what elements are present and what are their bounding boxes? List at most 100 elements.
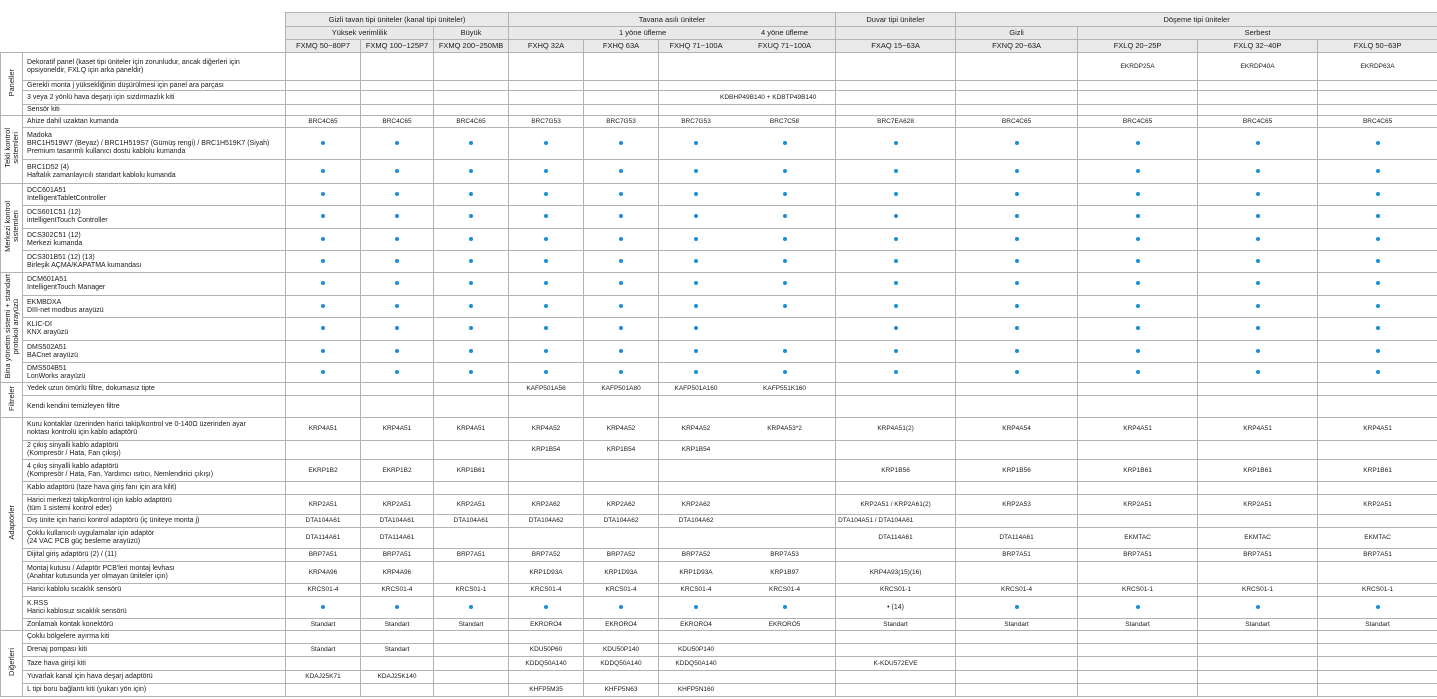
category-cell: Bina yönetim sistemi + standart protokol… [0,272,23,383]
value-cell [1197,362,1319,383]
availability-dot-icon [782,236,787,241]
table-row: Madoka BRC1H519W7 (Beyaz) / BRC1H519S7 (… [1,127,1437,160]
value-cell [1317,250,1437,273]
value-cell [835,382,957,396]
availability-dot-icon [395,214,399,219]
value-cell [508,127,585,160]
table-row: Çoklu kullanıcılı uygulamalar için adapt… [1,527,1437,549]
value-cell [432,295,510,318]
availability-dot-icon [1135,303,1140,308]
value-cell: Standart [360,643,434,657]
value-cell [658,395,734,418]
value-cell: EKRDP25A [1077,52,1199,81]
table-row: DMS504B51 LonWorks arayüzü [1,362,1437,383]
value-cell: KRP2A62 [658,494,734,515]
value-cell [360,395,434,418]
value-cell [733,514,837,528]
value-cell [508,272,585,296]
availability-dot-icon [893,369,898,374]
availability-dot-icon [1014,236,1019,241]
value-cell [733,362,837,383]
header-model: FXLQ 50~63P [1317,39,1437,53]
value-cell: DTA104A62 [508,514,585,528]
value-cell [432,596,510,619]
value-cell [583,228,660,251]
value-cell [1077,127,1199,160]
value-cell: KAFP551K160 [733,382,837,396]
value-cell [955,362,1079,383]
availability-dot-icon [1135,168,1140,173]
value-cell [1077,159,1199,184]
value-cell: KRP1D93A [508,561,585,584]
availability-dot-icon [893,326,898,331]
availability-dot-icon [1135,348,1140,353]
value-cell [285,440,361,460]
row-label: Sensör kiti [22,104,286,116]
value-cell: BRC4C65 [360,115,434,128]
value-cell: KRP4A51 [1197,417,1319,441]
availability-dot-icon [321,281,325,286]
value-cell: KRP4A52 [658,417,734,441]
row-label: BRC1D52 (4) Haftalık zamanlayıcılı stand… [22,159,286,184]
value-cell: BRC7EA628 [835,115,957,128]
header-subgroup: 1 yöne üfleme [508,26,734,40]
value-cell [733,440,837,460]
value-cell [285,340,361,363]
availability-dot-icon [893,236,898,241]
value-cell: BRP7A52 [508,548,585,562]
value-cell: KRP1D93A [658,561,734,584]
availability-dot-icon [395,303,399,308]
value-cell [955,481,1079,495]
value-cell: EKRDP63A [1317,52,1437,81]
availability-dot-icon [1375,168,1380,173]
value-cell [658,295,734,318]
availability-dot-with-footnote: • (14) [887,603,904,611]
value-cell [508,295,585,318]
value-cell [1317,317,1437,341]
value-cell [955,90,1079,105]
availability-dot-icon [1014,303,1019,308]
value-cell [285,104,361,116]
value-cell [1077,481,1199,495]
value-cell: KRP4A51 [1317,417,1437,441]
availability-dot-icon [619,140,624,145]
availability-dot-icon [1014,140,1019,145]
value-cell: KRP2A51 [432,494,510,515]
header-corner [0,12,286,53]
value-cell [658,596,734,619]
availability-dot-icon [1014,604,1019,609]
row-label: Montaj kutusu / Adaptör PCB'leri montaj … [22,561,286,584]
value-cell [508,90,585,105]
availability-dot-icon [1255,348,1260,353]
row-label: Kablo adaptörü (taze hava giriş fanı içi… [22,481,286,495]
value-cell [508,459,585,482]
value-cell: EKRORO4 [658,618,734,631]
availability-dot-icon [544,214,549,219]
value-cell [955,630,1079,644]
value-cell [360,683,434,697]
value-cell [285,52,361,81]
availability-dot-icon [544,604,549,609]
value-cell [733,104,837,116]
value-cell [733,295,837,318]
availability-dot-icon [395,326,399,331]
availability-dot-icon [619,348,624,353]
value-cell [658,80,734,91]
availability-dot-icon [1014,168,1019,173]
availability-dot-icon [694,140,699,145]
availability-dot-icon [544,281,549,286]
value-cell: KRP2A51 [285,494,361,515]
value-cell [835,104,957,116]
availability-dot-icon [321,326,325,331]
table-row: Kablo adaptörü (taze hava giriş fanı içi… [1,481,1437,495]
value-cell [1077,250,1199,273]
availability-dot-icon [395,236,399,241]
availability-dot-icon [321,236,325,241]
value-cell [1197,340,1319,363]
availability-dot-icon [469,191,474,196]
category-label: Adaptörler [6,505,16,540]
availability-dot-icon [1375,369,1380,374]
availability-dot-icon [782,604,787,609]
value-cell [955,159,1079,184]
value-cell: KDBHP49B140 + KDBTP49B140 [719,90,823,105]
